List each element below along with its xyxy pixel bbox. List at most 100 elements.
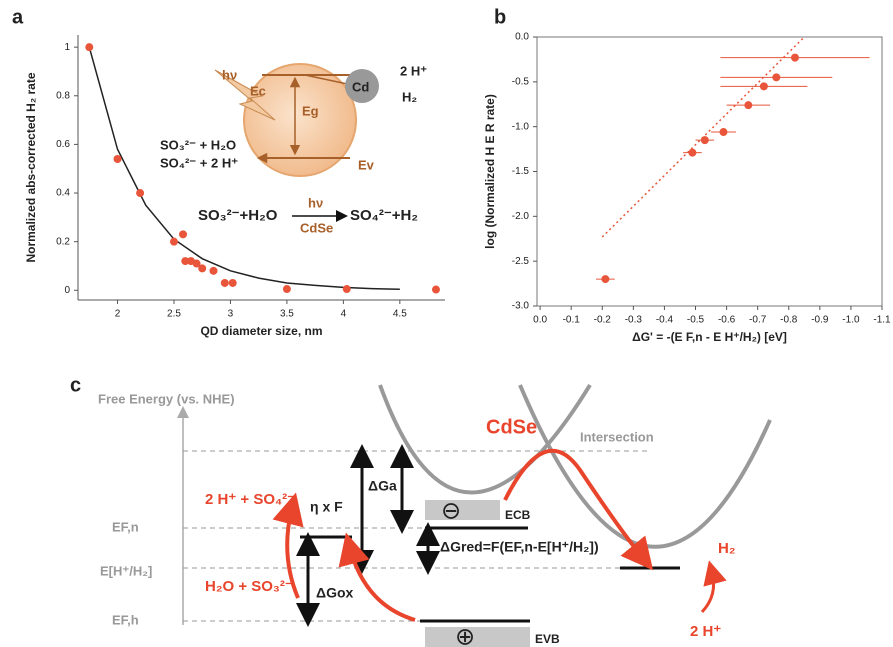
label: H₂ — [402, 89, 417, 104]
y-tick-label: 0.0 — [515, 32, 529, 43]
x-tick-label: 4 — [341, 309, 347, 320]
axis-label: Free Energy (vs. NHE) — [98, 391, 235, 406]
label: Ev — [358, 157, 375, 172]
red-arrow — [702, 572, 714, 612]
x-tick-label: 2.5 — [167, 309, 181, 320]
red-arrow — [350, 548, 415, 620]
label: CdSe — [486, 416, 537, 438]
x-tick-label: -0.8 — [780, 315, 798, 326]
y-tick-label: -2.0 — [512, 211, 530, 222]
label: SO₄²⁻ + 2 H⁺ — [160, 155, 238, 170]
hole: ⊕ — [455, 623, 475, 647]
y-axis-title: Normalized abs-corrected H₂ rate — [24, 72, 38, 262]
x-tick-label: -1.0 — [842, 315, 860, 326]
label: 2 H⁺ + SO₄²⁻ — [205, 491, 295, 508]
x-tick-label: 4.5 — [393, 309, 407, 320]
data-point — [85, 43, 93, 51]
y-tick-label: 0 — [64, 285, 70, 296]
x-tick-label: -0.1 — [563, 315, 581, 326]
data-point — [136, 189, 144, 197]
x-tick-label: 3.5 — [280, 309, 294, 320]
chart: 0.0 -0.1 -0.2 -0.3 -0.4 -0.5 -0.6 -0.7 -0.8 -0.9 -… — [483, 32, 891, 345]
data-point — [283, 285, 291, 293]
label: EVB — [535, 632, 560, 646]
y-tick-label: 0.2 — [56, 236, 70, 247]
vb-band — [425, 627, 530, 647]
energy-diagram: Free Energy (vs. NHE) CdSe Intersection … — [98, 385, 770, 647]
label: SO₃²⁻ + H₂O — [160, 137, 236, 152]
x-tick-label: -0.2 — [594, 315, 612, 326]
x-tick-label: 0.0 — [533, 315, 547, 326]
data-point — [229, 279, 237, 287]
label: E[H⁺/H₂] — [100, 563, 152, 578]
label: Eg — [302, 103, 319, 118]
data-point — [688, 149, 696, 157]
data-point — [221, 279, 229, 287]
data-point — [719, 128, 727, 136]
parabola — [380, 385, 590, 493]
label: Intersection — [580, 429, 654, 444]
label: η x F — [310, 499, 343, 515]
y-tick-label: 0.6 — [56, 139, 70, 150]
x-tick-label: -0.6 — [718, 315, 736, 326]
y-tick-label: 0.4 — [56, 188, 70, 199]
y-tick-label: -0.5 — [512, 76, 530, 87]
data-point — [210, 267, 218, 275]
label: CdSe — [300, 220, 333, 235]
data-point — [198, 264, 206, 272]
label: hν — [222, 67, 237, 82]
data-point — [601, 275, 609, 283]
x-tick-label: 2 — [115, 309, 121, 320]
y-tick-label: -3.0 — [512, 301, 530, 312]
equation: SO₃²⁻+H₂O — [198, 207, 278, 224]
y-tick-label: 1 — [64, 42, 70, 53]
x-tick-label: -0.4 — [656, 315, 674, 326]
y-axis-title: log (Normalized H E R rate) — [483, 94, 497, 249]
label: EF,h — [112, 612, 139, 627]
label: 2 H⁺ — [400, 63, 427, 78]
label: 2 H⁺ — [690, 623, 721, 640]
panel-label: a — [12, 6, 24, 28]
data-point — [432, 286, 440, 294]
label: EF,n — [112, 519, 139, 534]
y-tick-label: 0.8 — [56, 90, 70, 101]
panel-label: c — [70, 374, 81, 396]
figure: a b c hν Ec Eg Ev Cd 2 H⁺ H₂ SO₃²⁻ + H₂O… — [0, 0, 893, 647]
electron: ⊖ — [441, 497, 461, 524]
y-tick-label: -2.5 — [512, 256, 530, 267]
label: ECB — [505, 508, 531, 522]
data-point — [343, 285, 351, 293]
data-point — [772, 73, 780, 81]
label: Cd — [352, 79, 369, 94]
label: ΔGox — [316, 585, 354, 601]
x-axis-title: ΔG' = -(E F,n - E H⁺/H₂) [eV] — [632, 330, 787, 344]
x-tick-label: -0.5 — [687, 315, 705, 326]
data-point — [701, 136, 709, 144]
inset-diagram: hν Ec Eg Ev Cd 2 H⁺ H₂ SO₃²⁻ + H₂O SO₄²⁻… — [160, 63, 427, 235]
x-tick-label: 3 — [228, 309, 234, 320]
data-point — [760, 82, 768, 90]
cb-band — [425, 500, 500, 520]
x-tick-label: -0.7 — [749, 315, 767, 326]
data-point — [791, 54, 799, 62]
data-point — [179, 230, 187, 238]
data-point — [744, 101, 752, 109]
data-point — [114, 155, 122, 163]
x-axis-title: QD diameter size, nm — [200, 324, 322, 338]
x-tick-label: -1.1 — [873, 315, 891, 326]
label: ΔGa — [368, 478, 397, 494]
data-point — [170, 238, 178, 246]
label: Ec — [250, 83, 266, 98]
label: hν — [308, 195, 323, 210]
panel-label: b — [494, 6, 506, 28]
x-tick-label: -0.9 — [811, 315, 829, 326]
label: H₂O + SO₃²⁻ — [205, 578, 293, 595]
parabola — [520, 385, 770, 547]
x-tick-label: -0.3 — [625, 315, 643, 326]
y-tick-label: -1.5 — [512, 166, 530, 177]
equation: SO₄²⁻+H₂ — [350, 207, 418, 224]
label: H₂ — [718, 540, 736, 557]
label: ΔGred=F(EF,n-E[H⁺/H₂]) — [440, 539, 599, 555]
y-tick-label: -1.0 — [512, 121, 530, 132]
quantum-dot — [244, 64, 356, 176]
